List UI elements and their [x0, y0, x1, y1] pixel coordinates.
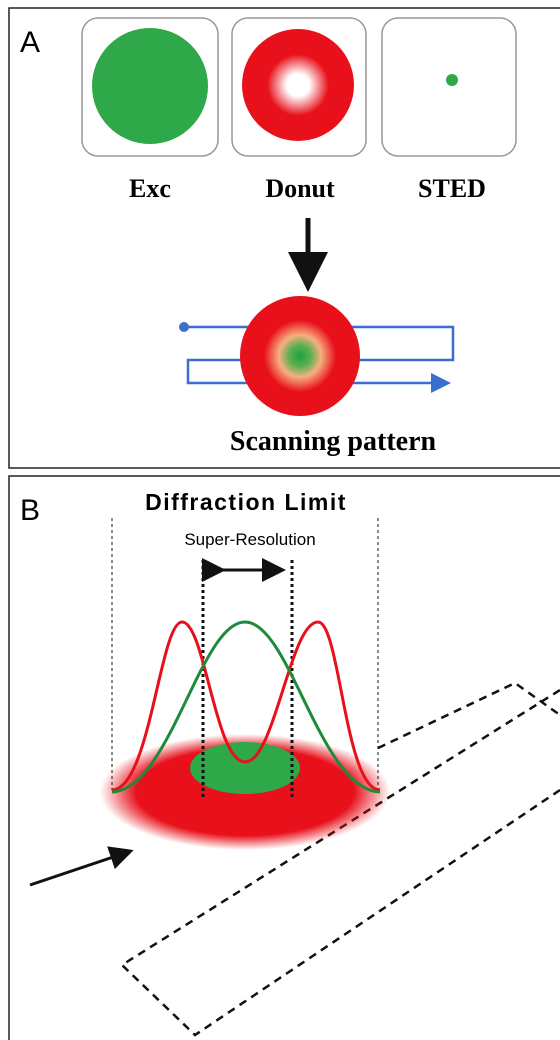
subtitle: Super-Resolution [184, 530, 315, 549]
caption: Scanning pattern [230, 426, 437, 457]
donut-spot [242, 29, 354, 141]
sted-spot [446, 74, 458, 86]
panel-label: A [20, 26, 40, 59]
spot-label: Exc [129, 174, 171, 203]
scan-spot [240, 296, 360, 416]
title: Diffraction Limit [145, 489, 347, 515]
spot-label: STED [418, 174, 486, 203]
spot-box [382, 18, 516, 156]
figure: A Exc Donut STED Scanning pattern B Diff… [0, 0, 560, 1040]
exc-spot [92, 28, 208, 144]
scan-area [378, 683, 560, 748]
page: A Exc Donut STED Scanning pattern B Diff… [0, 0, 560, 1040]
spot-label: Donut [265, 174, 335, 203]
panel-label: B [20, 494, 40, 527]
arrow [30, 852, 128, 885]
green-disk [190, 742, 300, 794]
